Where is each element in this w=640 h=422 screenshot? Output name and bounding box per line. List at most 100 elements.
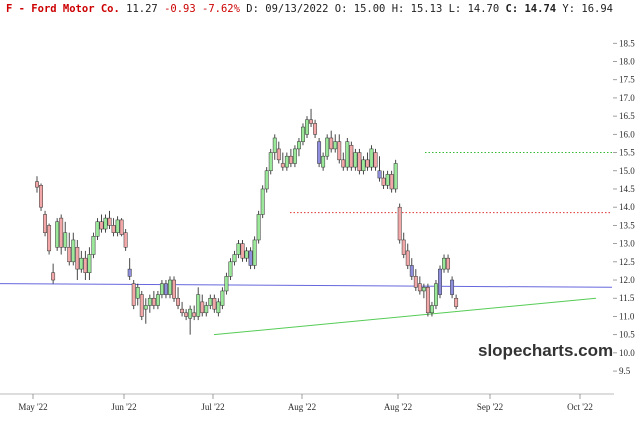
candle (244, 247, 249, 262)
candle-body (67, 246, 72, 263)
candle-body (357, 152, 362, 172)
candle (39, 183, 43, 211)
candle (111, 218, 116, 237)
candle (417, 276, 422, 295)
candle (63, 221, 68, 251)
x-tick-label: Oct '22 (567, 402, 593, 412)
y-tick-label: 16.5 (619, 111, 635, 121)
y-tick-label: 13.0 (619, 239, 635, 249)
candle (35, 176, 39, 193)
candle-body (369, 148, 374, 168)
candle (91, 232, 96, 259)
candle (434, 280, 438, 310)
candle-body (75, 246, 80, 270)
candle (139, 290, 144, 321)
candle-body (184, 312, 189, 317)
candle (288, 148, 293, 168)
candle-body (192, 312, 197, 317)
candle-body (425, 287, 430, 314)
candle (71, 232, 76, 266)
candle-body (405, 250, 410, 266)
candle-body (421, 287, 426, 292)
candle (377, 156, 382, 182)
candle-body (337, 141, 342, 161)
candle-body (240, 243, 245, 259)
candle (280, 152, 285, 171)
candle (389, 170, 394, 193)
candle (401, 232, 406, 259)
candle (276, 141, 281, 164)
ticker-prefix: F - (6, 3, 31, 15)
candle (107, 210, 112, 230)
candle (329, 130, 334, 153)
candle (309, 108, 313, 128)
candle-body (434, 283, 438, 306)
candle (357, 148, 362, 175)
candle-body (55, 221, 60, 248)
candle (184, 309, 189, 321)
candle (47, 223, 52, 255)
x-tick-label: May '22 (18, 402, 47, 412)
candle-body (454, 297, 459, 307)
candle-body (43, 214, 48, 233)
candle (284, 152, 289, 171)
y-tick-label: 17.0 (619, 93, 635, 103)
candle (248, 247, 253, 270)
candle-body (450, 279, 455, 295)
candle-body (99, 221, 104, 230)
candle (268, 148, 273, 175)
candle (454, 294, 459, 310)
candle (87, 247, 92, 281)
candle-body (95, 221, 100, 237)
y-tick-label: 9.5 (619, 366, 631, 376)
y-tick-label: 14.0 (619, 202, 635, 212)
candle (228, 258, 233, 281)
candle (204, 301, 209, 317)
candle-body (232, 254, 237, 263)
candle (425, 283, 430, 317)
candle (240, 239, 245, 262)
candle-body (196, 294, 201, 317)
candle (260, 185, 265, 219)
candle-body (389, 174, 394, 190)
candle (385, 170, 390, 189)
candle (450, 276, 455, 299)
y-tick-label: 12.5 (619, 257, 635, 267)
candle (429, 301, 434, 317)
low-label: L: 14.70 (449, 3, 500, 15)
candle-body (413, 276, 418, 288)
candle-body (200, 301, 205, 314)
candle (208, 294, 213, 310)
candle-body (168, 279, 172, 295)
candle-body (268, 152, 273, 172)
company-name: Ford Motor Co. (31, 3, 120, 15)
open-label: O: 15.00 (335, 3, 386, 15)
candle (369, 145, 374, 171)
candle (143, 298, 148, 324)
candle (83, 250, 88, 281)
candle (301, 123, 305, 146)
candle-body (309, 119, 313, 124)
candle-body (87, 254, 92, 273)
candle (180, 301, 185, 317)
candle-body (365, 159, 370, 168)
x-tick-label: Jun '22 (111, 402, 136, 412)
candle (421, 283, 426, 299)
candle (196, 287, 201, 321)
candle-body (276, 148, 281, 161)
candle (345, 137, 350, 171)
candle-body (228, 261, 233, 277)
candle (272, 134, 277, 160)
candle-body (401, 239, 406, 255)
candle (337, 134, 342, 164)
candle-body (301, 126, 305, 142)
candle-body (143, 305, 148, 310)
last-price: 11.27 (126, 3, 158, 15)
candle (99, 214, 104, 233)
trend-line (213, 297, 597, 336)
candle-body (409, 265, 414, 277)
reference-lines (0, 152, 613, 336)
candle-body (155, 294, 160, 306)
watermark: slopecharts.com (478, 341, 613, 360)
